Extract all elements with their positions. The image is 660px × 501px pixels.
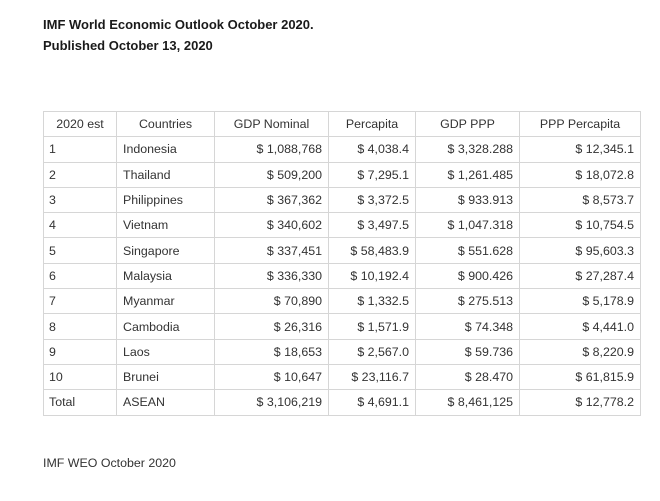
ppp-percapita-cell: $ 8,220.9	[519, 338, 641, 365]
percapita-cell: $ 58,483.9	[328, 237, 416, 264]
document-header: IMF World Economic Outlook October 2020.…	[43, 14, 314, 56]
rank-cell: Total	[43, 389, 117, 416]
gdp-ppp-cell: $ 933.913	[415, 186, 520, 214]
column-header-percapita: Percapita	[328, 110, 416, 138]
rank-cell: 8	[43, 313, 117, 340]
gdp-table: 2020 est Countries GDP Nominal Percapita…	[43, 110, 641, 416]
gdp-ppp-cell: $ 1,047.318	[415, 212, 520, 239]
column-header-gdp-ppp: GDP PPP	[415, 110, 520, 138]
gdp-ppp-cell: $ 8,461,125	[415, 389, 520, 416]
gdp-ppp-cell: $ 74.348	[415, 313, 520, 340]
table-row: 1 Indonesia $ 1,088,768 $ 4,038.4 $ 3,328.28…	[43, 136, 641, 163]
percapita-cell: $ 7,295.1	[328, 161, 416, 188]
gdp-nominal-cell: $ 3,106,219	[214, 389, 329, 416]
percapita-cell: $ 23,116.7	[328, 363, 416, 391]
column-header-country: Countries	[116, 110, 215, 138]
percapita-cell: $ 2,567.0	[328, 338, 416, 365]
rank-cell: 4	[43, 212, 117, 239]
percapita-cell: $ 3,372.5	[328, 186, 416, 214]
rank-cell: 6	[43, 262, 117, 290]
table-header-row: 2020 est Countries GDP Nominal Percapita…	[43, 110, 641, 138]
table-row: 7 Myanmar $ 70,890 $ 1,332.5 $ 275.513 $ 5,17…	[43, 288, 641, 315]
country-cell: Brunei	[116, 363, 215, 391]
ppp-percapita-cell: $ 95,603.3	[519, 237, 641, 264]
ppp-percapita-cell: $ 12,778.2	[519, 389, 641, 416]
table-row: 9 Laos $ 18,653 $ 2,567.0 $ 59.736 $ 8,220.9	[43, 338, 641, 365]
table-row: 5 Singapore $ 337,451 $ 58,483.9 $ 551.628 $ …	[43, 237, 641, 264]
percapita-cell: $ 4,038.4	[328, 136, 416, 163]
percapita-cell: $ 10,192.4	[328, 262, 416, 290]
country-cell: Singapore	[116, 237, 215, 264]
gdp-ppp-cell: $ 59.736	[415, 338, 520, 365]
gdp-nominal-cell: $ 70,890	[214, 288, 329, 315]
rank-cell: 5	[43, 237, 117, 264]
gdp-nominal-cell: $ 1,088,768	[214, 136, 329, 163]
rank-cell: 2	[43, 161, 117, 188]
column-header-gdp-nominal: GDP Nominal	[214, 110, 329, 138]
table-row: 3 Philippines $ 367,362 $ 3,372.5 $ 933.913 $…	[43, 186, 641, 214]
gdp-nominal-cell: $ 367,362	[214, 186, 329, 214]
table-row: 6 Malaysia $ 336,330 $ 10,192.4 $ 900.426 $ 2…	[43, 262, 641, 290]
column-header-rank: 2020 est	[43, 110, 117, 138]
gdp-nominal-cell: $ 509,200	[214, 161, 329, 188]
rank-cell: 7	[43, 288, 117, 315]
rank-cell: 3	[43, 186, 117, 214]
column-header-ppp-percapita: PPP Percapita	[519, 110, 641, 138]
document-title: IMF World Economic Outlook October 2020.	[43, 17, 314, 32]
rank-cell: 10	[43, 363, 117, 391]
document-subtitle: Published October 13, 2020	[43, 38, 213, 53]
ppp-percapita-cell: $ 5,178.9	[519, 288, 641, 315]
percapita-cell: $ 3,497.5	[328, 212, 416, 239]
gdp-nominal-cell: $ 337,451	[214, 237, 329, 264]
country-cell: Thailand	[116, 161, 215, 188]
ppp-percapita-cell: $ 61,815.9	[519, 363, 641, 391]
gdp-ppp-cell: $ 1,261.485	[415, 161, 520, 188]
percapita-cell: $ 1,332.5	[328, 288, 416, 315]
gdp-ppp-cell: $ 3,328.288	[415, 136, 520, 163]
gdp-nominal-cell: $ 26,316	[214, 313, 329, 340]
gdp-ppp-cell: $ 275.513	[415, 288, 520, 315]
country-cell: Cambodia	[116, 313, 215, 340]
ppp-percapita-cell: $ 8,573.7	[519, 186, 641, 214]
source-note: IMF WEO October 2020	[43, 456, 176, 470]
table-row: 8 Cambodia $ 26,316 $ 1,571.9 $ 74.348 $ 4,44…	[43, 313, 641, 340]
gdp-ppp-cell: $ 28.470	[415, 363, 520, 391]
ppp-percapita-cell: $ 12,345.1	[519, 136, 641, 163]
ppp-percapita-cell: $ 18,072.8	[519, 161, 641, 188]
gdp-nominal-cell: $ 340,602	[214, 212, 329, 239]
rank-cell: 1	[43, 136, 117, 163]
table-body: 1 Indonesia $ 1,088,768 $ 4,038.4 $ 3,328.28…	[43, 136, 641, 416]
gdp-ppp-cell: $ 900.426	[415, 262, 520, 290]
table-row: 2 Thailand $ 509,200 $ 7,295.1 $ 1,261.485 $ …	[43, 161, 641, 188]
country-cell: Myanmar	[116, 288, 215, 315]
table-row: 4 Vietnam $ 340,602 $ 3,497.5 $ 1,047.318 $ 1…	[43, 212, 641, 239]
gdp-nominal-cell: $ 10,647	[214, 363, 329, 391]
country-cell: Indonesia	[116, 136, 215, 163]
gdp-nominal-cell: $ 18,653	[214, 338, 329, 365]
country-cell: Philippines	[116, 186, 215, 214]
ppp-percapita-cell: $ 27,287.4	[519, 262, 641, 290]
rank-cell: 9	[43, 338, 117, 365]
gdp-nominal-cell: $ 336,330	[214, 262, 329, 290]
gdp-table-container: 2020 est Countries GDP Nominal Percapita…	[43, 110, 641, 416]
country-cell: ASEAN	[116, 389, 215, 416]
gdp-ppp-cell: $ 551.628	[415, 237, 520, 264]
country-cell: Laos	[116, 338, 215, 365]
percapita-cell: $ 4,691.1	[328, 389, 416, 416]
percapita-cell: $ 1,571.9	[328, 313, 416, 340]
country-cell: Malaysia	[116, 262, 215, 290]
table-row: 10 Brunei $ 10,647 $ 23,116.7 $ 28.470 $ 61,8…	[43, 363, 641, 391]
country-cell: Vietnam	[116, 212, 215, 239]
ppp-percapita-cell: $ 4,441.0	[519, 313, 641, 340]
ppp-percapita-cell: $ 10,754.5	[519, 212, 641, 239]
table-row: Total ASEAN $ 3,106,219 $ 4,691.1 $ 8,461,12…	[43, 389, 641, 416]
